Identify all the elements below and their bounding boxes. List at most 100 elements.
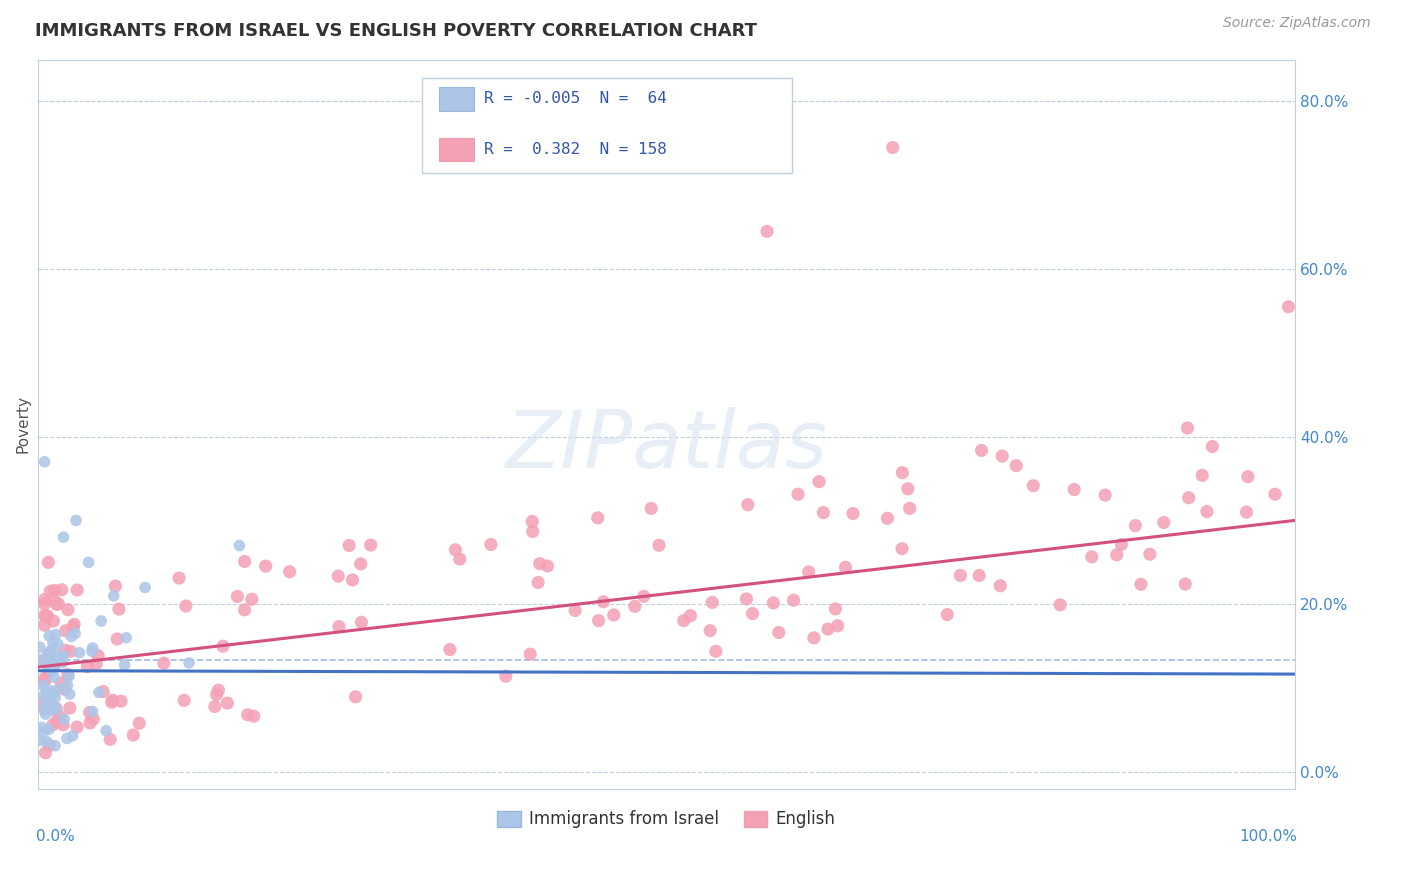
Point: [817, 622, 839, 636]
Point: [53, 643, 76, 657]
Point: [882, 140, 904, 154]
Point: [51, 656, 73, 670]
Point: [28, 733, 51, 747]
Point: [1177, 491, 1199, 505]
Point: [254, 559, 277, 574]
Point: [1277, 300, 1299, 314]
Point: [104, 579, 127, 593]
Point: [1105, 548, 1128, 562]
Point: [42, 614, 65, 628]
Point: [82, 640, 104, 655]
Point: [444, 542, 467, 557]
Point: [233, 603, 256, 617]
Point: [756, 224, 779, 238]
Point: [45, 597, 67, 611]
Point: [876, 511, 898, 525]
Point: [34, 707, 56, 722]
Point: [39, 643, 62, 657]
Point: [44, 690, 66, 705]
Point: [536, 559, 558, 574]
Point: [803, 631, 825, 645]
Point: [735, 591, 758, 606]
Point: [34, 592, 56, 607]
Point: [699, 624, 721, 638]
FancyBboxPatch shape: [439, 137, 474, 161]
Point: [278, 565, 301, 579]
Point: [624, 599, 647, 614]
Point: [62, 620, 84, 634]
Point: [679, 608, 702, 623]
Point: [35, 735, 58, 749]
Point: [226, 590, 249, 604]
Point: [42, 660, 65, 674]
Point: [592, 595, 614, 609]
Point: [741, 607, 763, 621]
Point: [45, 701, 67, 715]
Point: [114, 658, 136, 673]
Point: [52, 530, 75, 544]
Point: [1081, 549, 1104, 564]
Point: [53, 712, 76, 726]
Point: [527, 575, 550, 590]
Point: [34, 703, 56, 717]
Point: [236, 707, 259, 722]
Point: [212, 639, 235, 653]
Point: [37, 609, 59, 624]
Point: [1129, 577, 1152, 591]
Text: R =  0.382  N = 158: R = 0.382 N = 158: [484, 142, 668, 157]
Point: [101, 693, 124, 707]
Point: [52, 648, 75, 663]
Point: [44, 583, 66, 598]
Point: [1063, 483, 1085, 497]
Point: [31, 720, 53, 734]
Point: [82, 712, 104, 726]
Point: [58, 669, 80, 683]
Point: [42, 635, 65, 649]
Point: [39, 654, 62, 668]
Point: [640, 501, 662, 516]
Point: [1174, 577, 1197, 591]
Point: [350, 557, 373, 571]
Point: [240, 592, 263, 607]
Point: [1191, 468, 1213, 483]
Point: [42, 685, 65, 699]
Point: [35, 610, 58, 624]
Y-axis label: Poverty: Poverty: [15, 395, 30, 453]
Point: [808, 475, 831, 489]
Point: [69, 646, 91, 660]
Point: [897, 482, 920, 496]
Point: [79, 715, 101, 730]
Point: [1264, 487, 1286, 501]
Point: [45, 627, 67, 641]
FancyBboxPatch shape: [422, 78, 792, 172]
Point: [34, 695, 56, 709]
Point: [122, 728, 145, 742]
Point: [48, 682, 70, 697]
Point: [45, 714, 67, 729]
Point: [49, 676, 72, 690]
Point: [42, 670, 65, 684]
Point: [63, 617, 86, 632]
Point: [80, 644, 103, 658]
Point: [174, 599, 197, 613]
Point: [39, 690, 62, 705]
Point: [813, 506, 835, 520]
Point: [449, 552, 471, 566]
Point: [44, 739, 66, 753]
Point: [41, 646, 63, 660]
Point: [79, 706, 101, 720]
Point: [228, 539, 250, 553]
Point: [1139, 547, 1161, 561]
Point: [62, 729, 84, 743]
Point: [32, 724, 55, 739]
Point: [34, 455, 56, 469]
Point: [586, 511, 609, 525]
Point: [34, 746, 56, 760]
Point: [56, 731, 79, 746]
Point: [56, 678, 79, 692]
Point: [204, 699, 226, 714]
Point: [45, 701, 67, 715]
Point: [988, 579, 1011, 593]
Point: [48, 597, 70, 611]
Point: [41, 683, 63, 698]
